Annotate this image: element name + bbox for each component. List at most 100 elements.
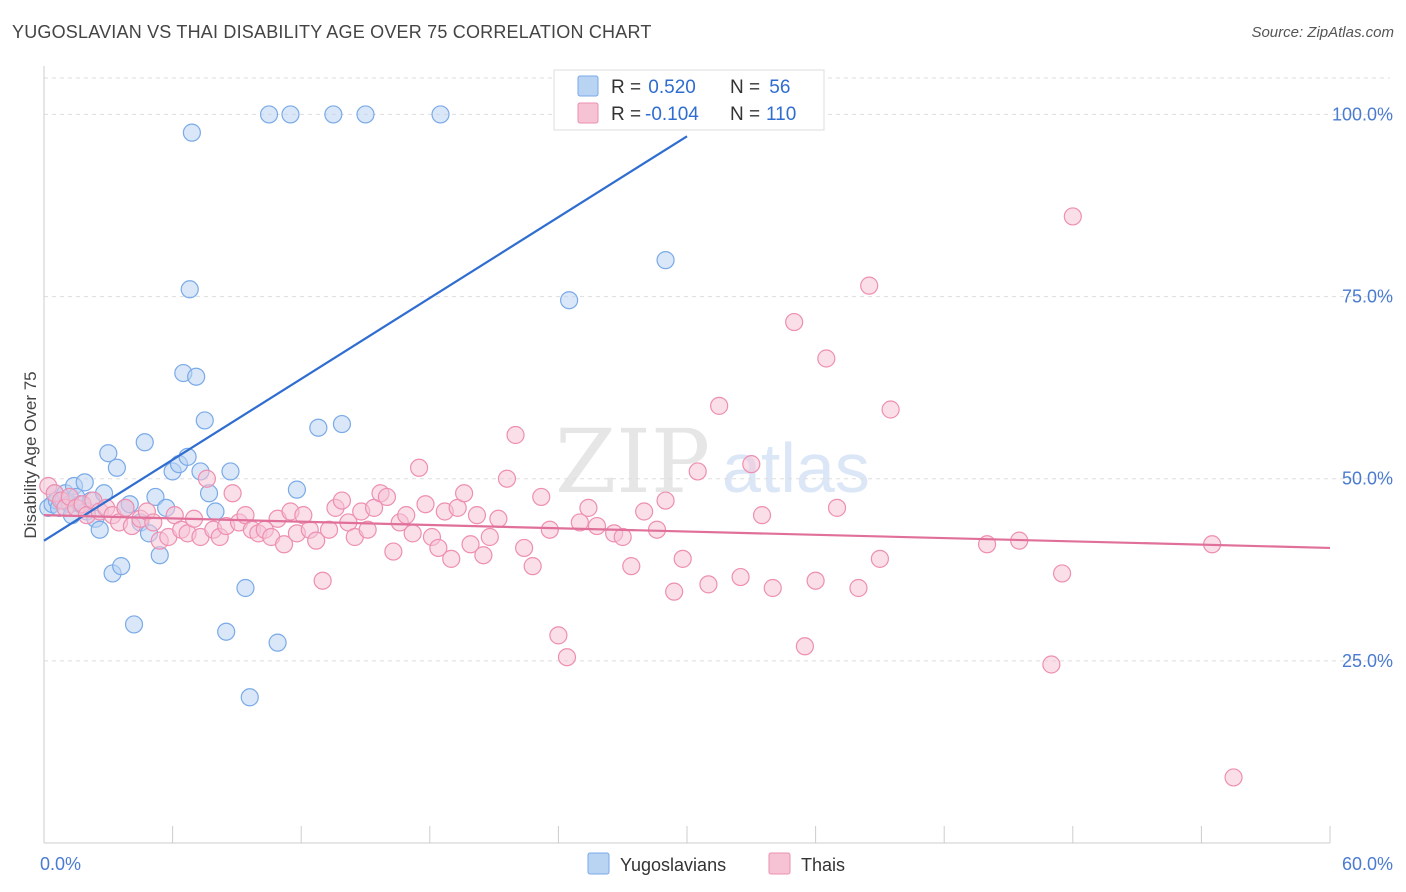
watermark: ZIP atlas [555, 410, 870, 513]
thai-point-85 [635, 502, 654, 521]
yugoslavian-point-50 [309, 418, 328, 437]
yugoslavian-point-47 [268, 633, 287, 652]
thai-point-89 [673, 549, 692, 568]
legend: R = 0.520 N = 56 R = -0.104 N = 110 [553, 69, 825, 131]
thai-point-94 [742, 455, 761, 474]
yugoslavian-point-51 [324, 105, 343, 124]
yugoslavian-point-18 [99, 444, 118, 463]
yugoslavian-point-28 [146, 487, 165, 507]
bottom-legend-swatch-pink [768, 852, 791, 875]
thai-point-110 [1063, 207, 1082, 226]
yugoslavian-point-45 [240, 688, 259, 707]
legend-n-label-2: N = [730, 104, 760, 125]
yugoslavian-point-24 [124, 615, 144, 634]
thai-point-93 [731, 567, 750, 587]
gridlines [44, 77, 1390, 662]
thai-point-71 [497, 469, 517, 488]
thai-point-87 [656, 491, 675, 510]
thai-point-79 [570, 513, 589, 532]
series-thais [39, 207, 1243, 787]
thai-point-98 [795, 637, 814, 656]
legend-r-value-2: -0.104 [645, 104, 699, 125]
thai-point-61 [429, 538, 448, 558]
bottom-legend-swatch-blue [587, 852, 610, 875]
thai-point-57 [403, 524, 422, 543]
thai-point-59 [416, 495, 435, 514]
yugoslavian-point-35 [180, 280, 199, 299]
yugoslavian-point-44 [236, 578, 255, 598]
yugoslavian-point-26 [135, 433, 154, 452]
yugoslavian-point-46 [259, 105, 279, 124]
yugoslavian-point-39 [195, 411, 214, 430]
thai-point-56 [397, 506, 416, 525]
thai-point-37 [274, 535, 294, 554]
thai-point-13 [116, 498, 135, 517]
thai-point-99 [806, 571, 825, 590]
thai-point-90 [688, 462, 707, 481]
legend-r-label-2: R = [611, 104, 641, 125]
source-label: Source: ZipAtlas.com [1251, 24, 1394, 41]
yugoslavian-point-52 [332, 414, 352, 434]
thai-point-83 [613, 527, 632, 547]
yugoslavian-point-56 [656, 251, 675, 270]
yugoslavian-point-54 [431, 105, 450, 124]
yugoslavian-point-42 [217, 622, 236, 641]
yugoslavian-point-53 [356, 105, 375, 124]
thai-point-67 [467, 506, 487, 525]
yugoslavian-point-16 [90, 520, 109, 539]
thai-point-58 [409, 458, 429, 477]
y-tick-label-1: 50.0% [1342, 469, 1393, 489]
thai-point-103 [860, 276, 879, 295]
thai-point-70 [489, 509, 508, 528]
thai-point-63 [442, 549, 461, 568]
thai-point-92 [710, 396, 729, 415]
yugoslavian-point-49 [287, 480, 307, 499]
thai-point-25 [197, 469, 216, 488]
thai-point-17 [144, 513, 163, 532]
yugoslavian-point-37 [187, 367, 206, 386]
thai-point-73 [515, 538, 534, 558]
y-tick-label-3: 100.0% [1332, 104, 1393, 124]
thai-point-100 [817, 349, 836, 368]
chart-title: YUGOSLAVIAN VS THAI DISABILITY AGE OVER … [12, 22, 652, 42]
bottom-legend: Yugoslavians Thais [587, 852, 845, 875]
thai-point-43 [313, 571, 332, 590]
legend-box [553, 69, 825, 131]
bottom-legend-thais: Thais [801, 855, 845, 875]
series-yugoslavians [39, 105, 675, 707]
thai-point-53 [377, 487, 397, 507]
bottom-legend-yugoslavians: Yugoslavians [620, 855, 726, 875]
thai-point-91 [699, 575, 718, 594]
x-tick-labels: 0.0% 60.0% [40, 854, 1393, 874]
thai-point-74 [523, 557, 542, 576]
yugoslavian-point-36 [182, 123, 201, 142]
thai-point-105 [881, 400, 900, 419]
y-tick-label-0: 25.0% [1342, 651, 1393, 671]
thai-point-66 [461, 535, 480, 554]
thai-point-96 [763, 578, 782, 598]
yugoslavian-point-43 [221, 462, 240, 481]
thai-point-84 [622, 557, 641, 576]
trend-lines [43, 135, 1331, 550]
legend-n-value-2: 110 [766, 104, 796, 125]
thai-point-112 [1224, 768, 1243, 787]
y-tick-labels: 25.0% 50.0% 75.0% 100.0% [1332, 104, 1393, 670]
thai-point-97 [785, 312, 804, 332]
thai-point-102 [849, 578, 868, 598]
thai-point-69 [480, 527, 499, 547]
thai-point-77 [549, 626, 568, 645]
thai-point-68 [474, 546, 493, 565]
yugoslavian-point-41 [206, 502, 225, 521]
thai-point-54 [384, 542, 403, 561]
legend-n-value-1: 56 [764, 77, 790, 98]
legend-r-label-1: R = [611, 77, 641, 98]
thai-point-42 [307, 531, 326, 550]
thai-point-65 [454, 484, 474, 503]
legend-swatch-blue [577, 75, 599, 97]
legend-r-value-1: 0.520 [643, 77, 696, 98]
yugoslavian-point-12 [75, 473, 94, 492]
thai-point-104 [870, 549, 890, 568]
x-tick-label-1: 60.0% [1342, 854, 1393, 874]
thai-point-29 [223, 484, 242, 503]
